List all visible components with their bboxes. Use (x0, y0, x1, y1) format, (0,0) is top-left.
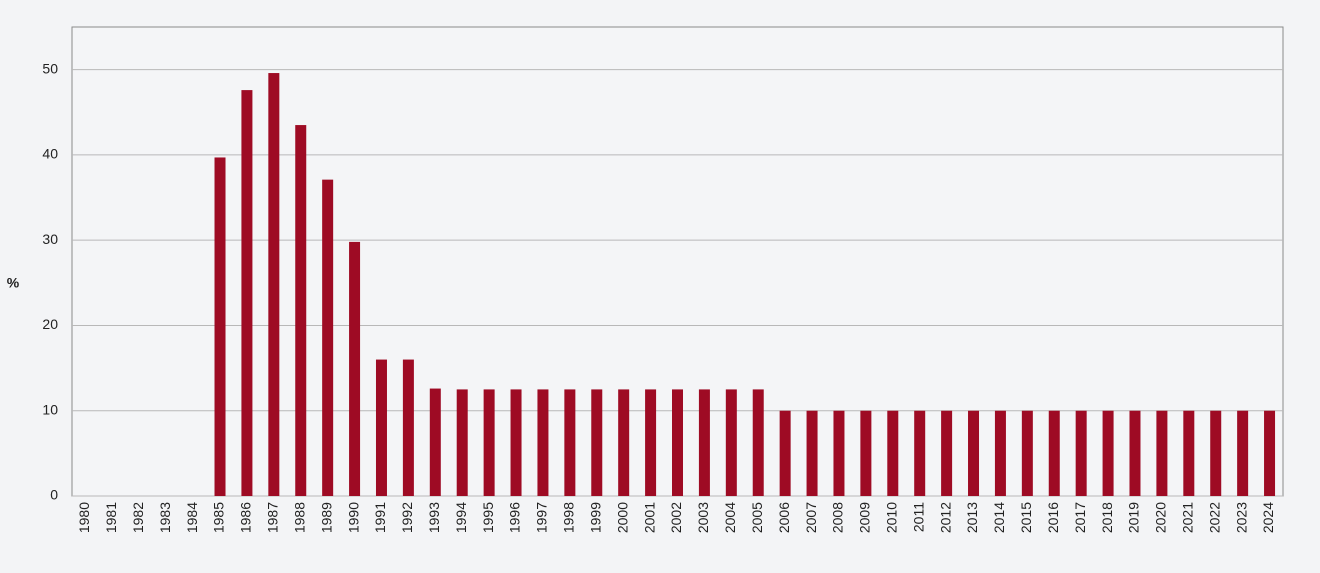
x-tick-label: 2007 (803, 502, 819, 533)
bar (1183, 410, 1195, 496)
bar (1075, 410, 1087, 496)
x-tick-label: 1982 (130, 502, 146, 533)
x-tick-label: 1993 (426, 502, 442, 533)
x-tick-label: 1988 (291, 502, 307, 533)
x-tick-label: 1984 (184, 502, 200, 533)
bar (1237, 410, 1249, 496)
x-tick-label: 1985 (211, 502, 227, 533)
x-tick-label: 1995 (480, 502, 496, 533)
bar (456, 389, 468, 496)
bar (1102, 410, 1114, 496)
x-tick-label: 1997 (534, 502, 550, 533)
y-axis-label: % (7, 275, 20, 291)
x-tick-label: 2018 (1099, 502, 1115, 533)
bar (295, 125, 307, 497)
y-tick-label: 50 (42, 60, 58, 76)
x-tick-label: 2022 (1206, 502, 1222, 533)
bar (752, 389, 764, 496)
bar (564, 389, 576, 496)
bar (698, 389, 710, 496)
x-tick-label: 1989 (318, 502, 334, 533)
x-tick-label: 1986 (238, 502, 254, 533)
bar (591, 389, 603, 496)
x-tick-label: 2005 (749, 502, 765, 533)
bar (429, 388, 441, 496)
x-tick-label: 2024 (1260, 502, 1276, 533)
bar (968, 410, 980, 496)
bar (1210, 410, 1222, 496)
bar (1021, 410, 1033, 496)
bar (537, 389, 549, 496)
bar (914, 410, 926, 496)
bar (241, 90, 253, 497)
x-tick-label: 1991 (372, 502, 388, 533)
x-tick-label: 2012 (937, 502, 953, 533)
x-tick-label: 2002 (668, 502, 684, 533)
bar (941, 410, 953, 496)
x-tick-label: 2011 (910, 502, 926, 532)
x-tick-label: 1994 (453, 502, 469, 533)
bar (1048, 410, 1060, 496)
x-tick-label: 2017 (1072, 502, 1088, 533)
x-tick-label: 2021 (1180, 502, 1196, 533)
x-tick-label: 2023 (1233, 502, 1249, 533)
x-tick-label: 2000 (614, 502, 630, 533)
bar (1156, 410, 1168, 496)
bar (1264, 410, 1276, 496)
bar (349, 241, 361, 496)
x-tick-label: 2010 (883, 502, 899, 533)
x-tick-label: 1981 (103, 502, 119, 533)
x-tick-label: 2014 (991, 502, 1007, 533)
x-tick-label: 2016 (1045, 502, 1061, 533)
bar (402, 359, 414, 496)
bar (860, 410, 872, 496)
bar (375, 359, 387, 496)
bar (725, 389, 737, 496)
x-tick-label: 1983 (157, 502, 173, 533)
bar (645, 389, 657, 496)
x-tick-label: 1992 (399, 502, 415, 533)
x-tick-label: 1990 (345, 502, 361, 533)
x-tick-label: 2003 (695, 502, 711, 533)
y-tick-label: 30 (42, 231, 58, 247)
x-tick-label: 2004 (722, 502, 738, 533)
y-tick-label: 0 (50, 487, 58, 503)
x-tick-label: 1980 (76, 502, 92, 533)
bar (322, 179, 334, 496)
bar (618, 389, 630, 496)
x-tick-label: 2015 (1018, 502, 1034, 533)
x-tick-label: 1999 (587, 502, 603, 533)
y-tick-label: 10 (42, 401, 58, 417)
x-tick-label: 2013 (964, 502, 980, 533)
x-tick-label: 2019 (1126, 502, 1142, 533)
bar (887, 410, 899, 496)
bar (779, 410, 791, 496)
bar (1129, 410, 1141, 496)
x-tick-label: 2009 (857, 502, 873, 533)
x-tick-label: 1996 (507, 502, 523, 533)
bar (483, 389, 495, 496)
bar (672, 389, 683, 496)
x-tick-label: 1998 (561, 502, 577, 533)
y-tick-label: 20 (42, 316, 58, 332)
bar (214, 157, 226, 496)
x-tick-label: 1987 (265, 502, 281, 533)
x-tick-label: 2001 (641, 502, 657, 533)
x-tick-label: 2008 (830, 502, 846, 533)
bar (806, 410, 818, 496)
bar (994, 410, 1006, 496)
bar (833, 410, 845, 496)
bar (510, 389, 522, 496)
x-tick-label: 2020 (1153, 502, 1169, 533)
y-tick-label: 40 (42, 146, 58, 162)
x-tick-label: 2006 (776, 502, 792, 533)
bar (268, 73, 280, 496)
